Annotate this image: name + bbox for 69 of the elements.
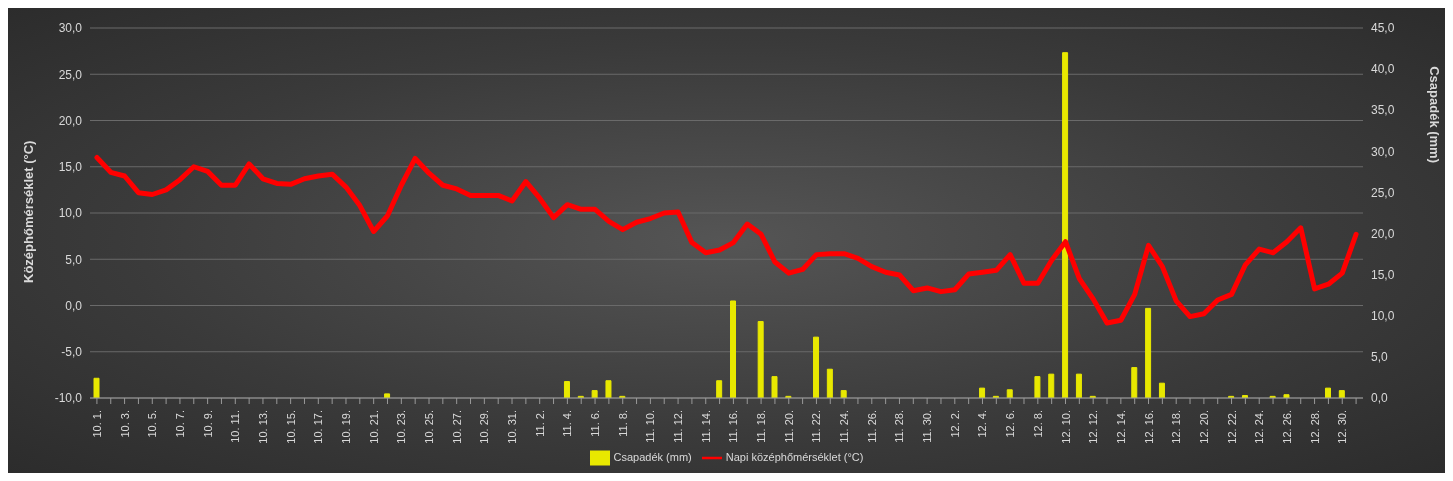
x-tick-label: 10. 31.	[506, 410, 519, 444]
x-tick-label: 10. 17.	[312, 410, 325, 444]
y-axis-title: Középhőmérséklet (°C)	[20, 140, 36, 283]
x-tick-label: 12. 10.	[1059, 410, 1072, 444]
x-tick-label: 10. 3.	[118, 410, 131, 438]
x-tick-label: 10. 7.	[173, 410, 186, 438]
x-tick-label: 12. 8.	[1031, 410, 1044, 438]
x-tick-label: 10. 27.	[450, 410, 463, 444]
x-tick-label: 12. 30.	[1336, 410, 1349, 444]
x-tick-label: 11. 24.	[838, 410, 851, 443]
x-tick-label: 11. 28.	[893, 410, 906, 443]
y-tick-label: 0,0	[65, 298, 83, 313]
x-tick-label: 11. 30.	[921, 410, 934, 443]
y-tick-label: 25,0	[58, 67, 83, 82]
x-tick-label: 11. 26.	[865, 410, 878, 443]
y2-tick-label: 0,0	[1371, 391, 1389, 406]
x-tick-label: 12. 14.	[1114, 410, 1127, 444]
x-tick-label: 12. 12.	[1087, 410, 1100, 444]
x-tick-label: 11. 8.	[616, 410, 629, 437]
y2-tick-label: 35,0	[1371, 103, 1395, 118]
y-tick-label: 15,0	[58, 160, 83, 175]
x-tick-label: 12. 26.	[1280, 410, 1293, 444]
y2-tick-label: 45,0	[1371, 21, 1395, 36]
x-tick-label: 10. 11.	[229, 410, 242, 443]
x-tick-label: 11. 20.	[782, 410, 795, 443]
x-tick-label: 10. 23.	[395, 410, 408, 444]
x-tick-label: 12. 4.	[976, 410, 989, 438]
y-tick-label: 30,0	[58, 21, 83, 36]
y2-tick-label: 20,0	[1371, 226, 1395, 241]
x-tick-label: 11. 12.	[672, 410, 685, 443]
x-tick-label: 10. 25.	[423, 410, 436, 444]
x-tick-label: 11. 4.	[561, 410, 574, 437]
y-tick-label: -10,0	[54, 391, 83, 406]
y-tick-label: 5,0	[65, 252, 83, 267]
x-tick-label: 10. 19.	[339, 410, 352, 444]
x-tick-label: 11. 6.	[589, 410, 602, 437]
x-tick-label: 12. 24.	[1253, 410, 1266, 444]
y-tick-label: 20,0	[58, 113, 83, 128]
y2-tick-label: 10,0	[1371, 309, 1395, 324]
x-tick-label: 11. 10.	[644, 410, 657, 443]
x-tick-label: 12. 16.	[1142, 410, 1155, 444]
x-tick-label: 11. 18.	[755, 410, 768, 443]
x-tick-label: 12. 18.	[1170, 410, 1183, 444]
x-tick-label: 10. 5.	[146, 410, 159, 438]
x-tick-label: 10. 15.	[284, 410, 297, 444]
y2-tick-label: 25,0	[1371, 185, 1395, 200]
y2-tick-label: 15,0	[1371, 267, 1395, 282]
x-tick-label: 11. 22.	[810, 410, 823, 443]
legend-label: Napi középhőmérséklet (°C)	[725, 450, 864, 463]
y2-axis-title: Csapadék (mm)	[1427, 66, 1443, 163]
x-tick-label: 12. 2.	[948, 410, 961, 438]
x-tick-label: 10. 9.	[201, 410, 214, 438]
x-tick-label: 11. 14.	[699, 410, 712, 443]
y2-tick-label: 5,0	[1371, 350, 1389, 365]
y2-tick-label: 30,0	[1371, 144, 1395, 159]
x-tick-label: 10. 21.	[367, 410, 380, 444]
x-tick-label: 10. 1.	[90, 410, 103, 438]
x-tick-label: 12. 22.	[1225, 410, 1238, 444]
x-tick-label: 12. 6.	[1004, 410, 1017, 438]
x-tick-label: 12. 20.	[1197, 410, 1210, 444]
x-tick-label: 11. 2.	[533, 410, 546, 437]
x-tick-label: 10. 29.	[478, 410, 491, 444]
x-tick-label: 10. 13.	[256, 410, 269, 444]
x-tick-label: 12. 28.	[1308, 410, 1321, 444]
y-tick-label: -5,0	[61, 345, 83, 360]
legend-label: Csapadék (mm)	[613, 450, 692, 463]
y-tick-label: 10,0	[58, 206, 83, 221]
x-tick-label: 11. 16.	[727, 410, 740, 443]
y2-tick-label: 40,0	[1371, 62, 1395, 77]
